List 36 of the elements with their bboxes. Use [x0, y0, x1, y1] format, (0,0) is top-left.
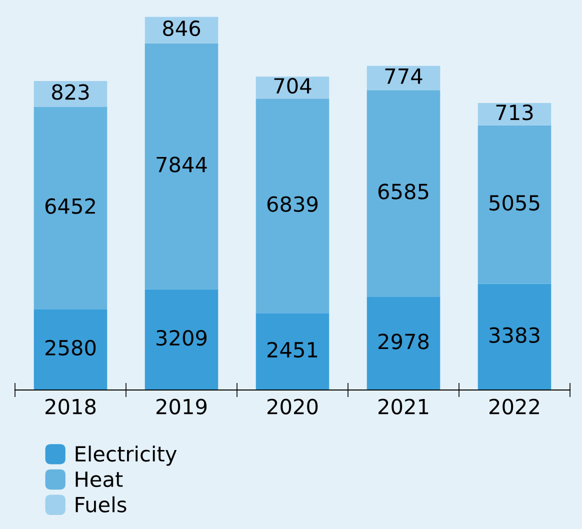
data-label: 6839 — [267, 196, 318, 212]
bar — [256, 98, 330, 314]
data-label: 2580 — [46, 340, 96, 356]
data-label: 704 — [274, 78, 312, 94]
data-label: 6585 — [378, 184, 428, 200]
legend-label: Fuels — [76, 496, 126, 512]
bar — [144, 43, 218, 290]
bar — [34, 309, 108, 390]
data-label: 5055 — [490, 194, 540, 211]
x-tick-label: 2020 — [268, 398, 318, 414]
bar — [478, 125, 552, 284]
bar — [366, 66, 440, 90]
legend-label: Heat — [76, 472, 123, 488]
legend-label: Electricity — [76, 446, 177, 466]
x-tick-label: 2019 — [156, 398, 207, 414]
data-label: 3383 — [490, 327, 540, 343]
data-label: 7844 — [156, 156, 207, 172]
data-label: 846 — [163, 20, 200, 36]
data-label: 6452 — [45, 198, 95, 214]
x-tick-label: 2022 — [490, 398, 539, 414]
x-tick-label: 2018 — [46, 398, 96, 414]
bar — [478, 103, 552, 126]
bar — [34, 80, 108, 107]
bar — [256, 313, 330, 390]
bar — [478, 284, 552, 390]
data-label: 713 — [496, 104, 533, 120]
bar — [144, 289, 218, 390]
data-label: 774 — [385, 68, 422, 84]
data-label: 2978 — [378, 334, 429, 350]
data-label: 823 — [52, 84, 89, 100]
data-label: 2451 — [268, 342, 318, 358]
bar — [366, 296, 440, 390]
bar — [366, 90, 440, 297]
x-tick-label: 2021 — [378, 398, 428, 414]
data-label: 3209 — [156, 330, 207, 346]
bar — [34, 106, 108, 310]
